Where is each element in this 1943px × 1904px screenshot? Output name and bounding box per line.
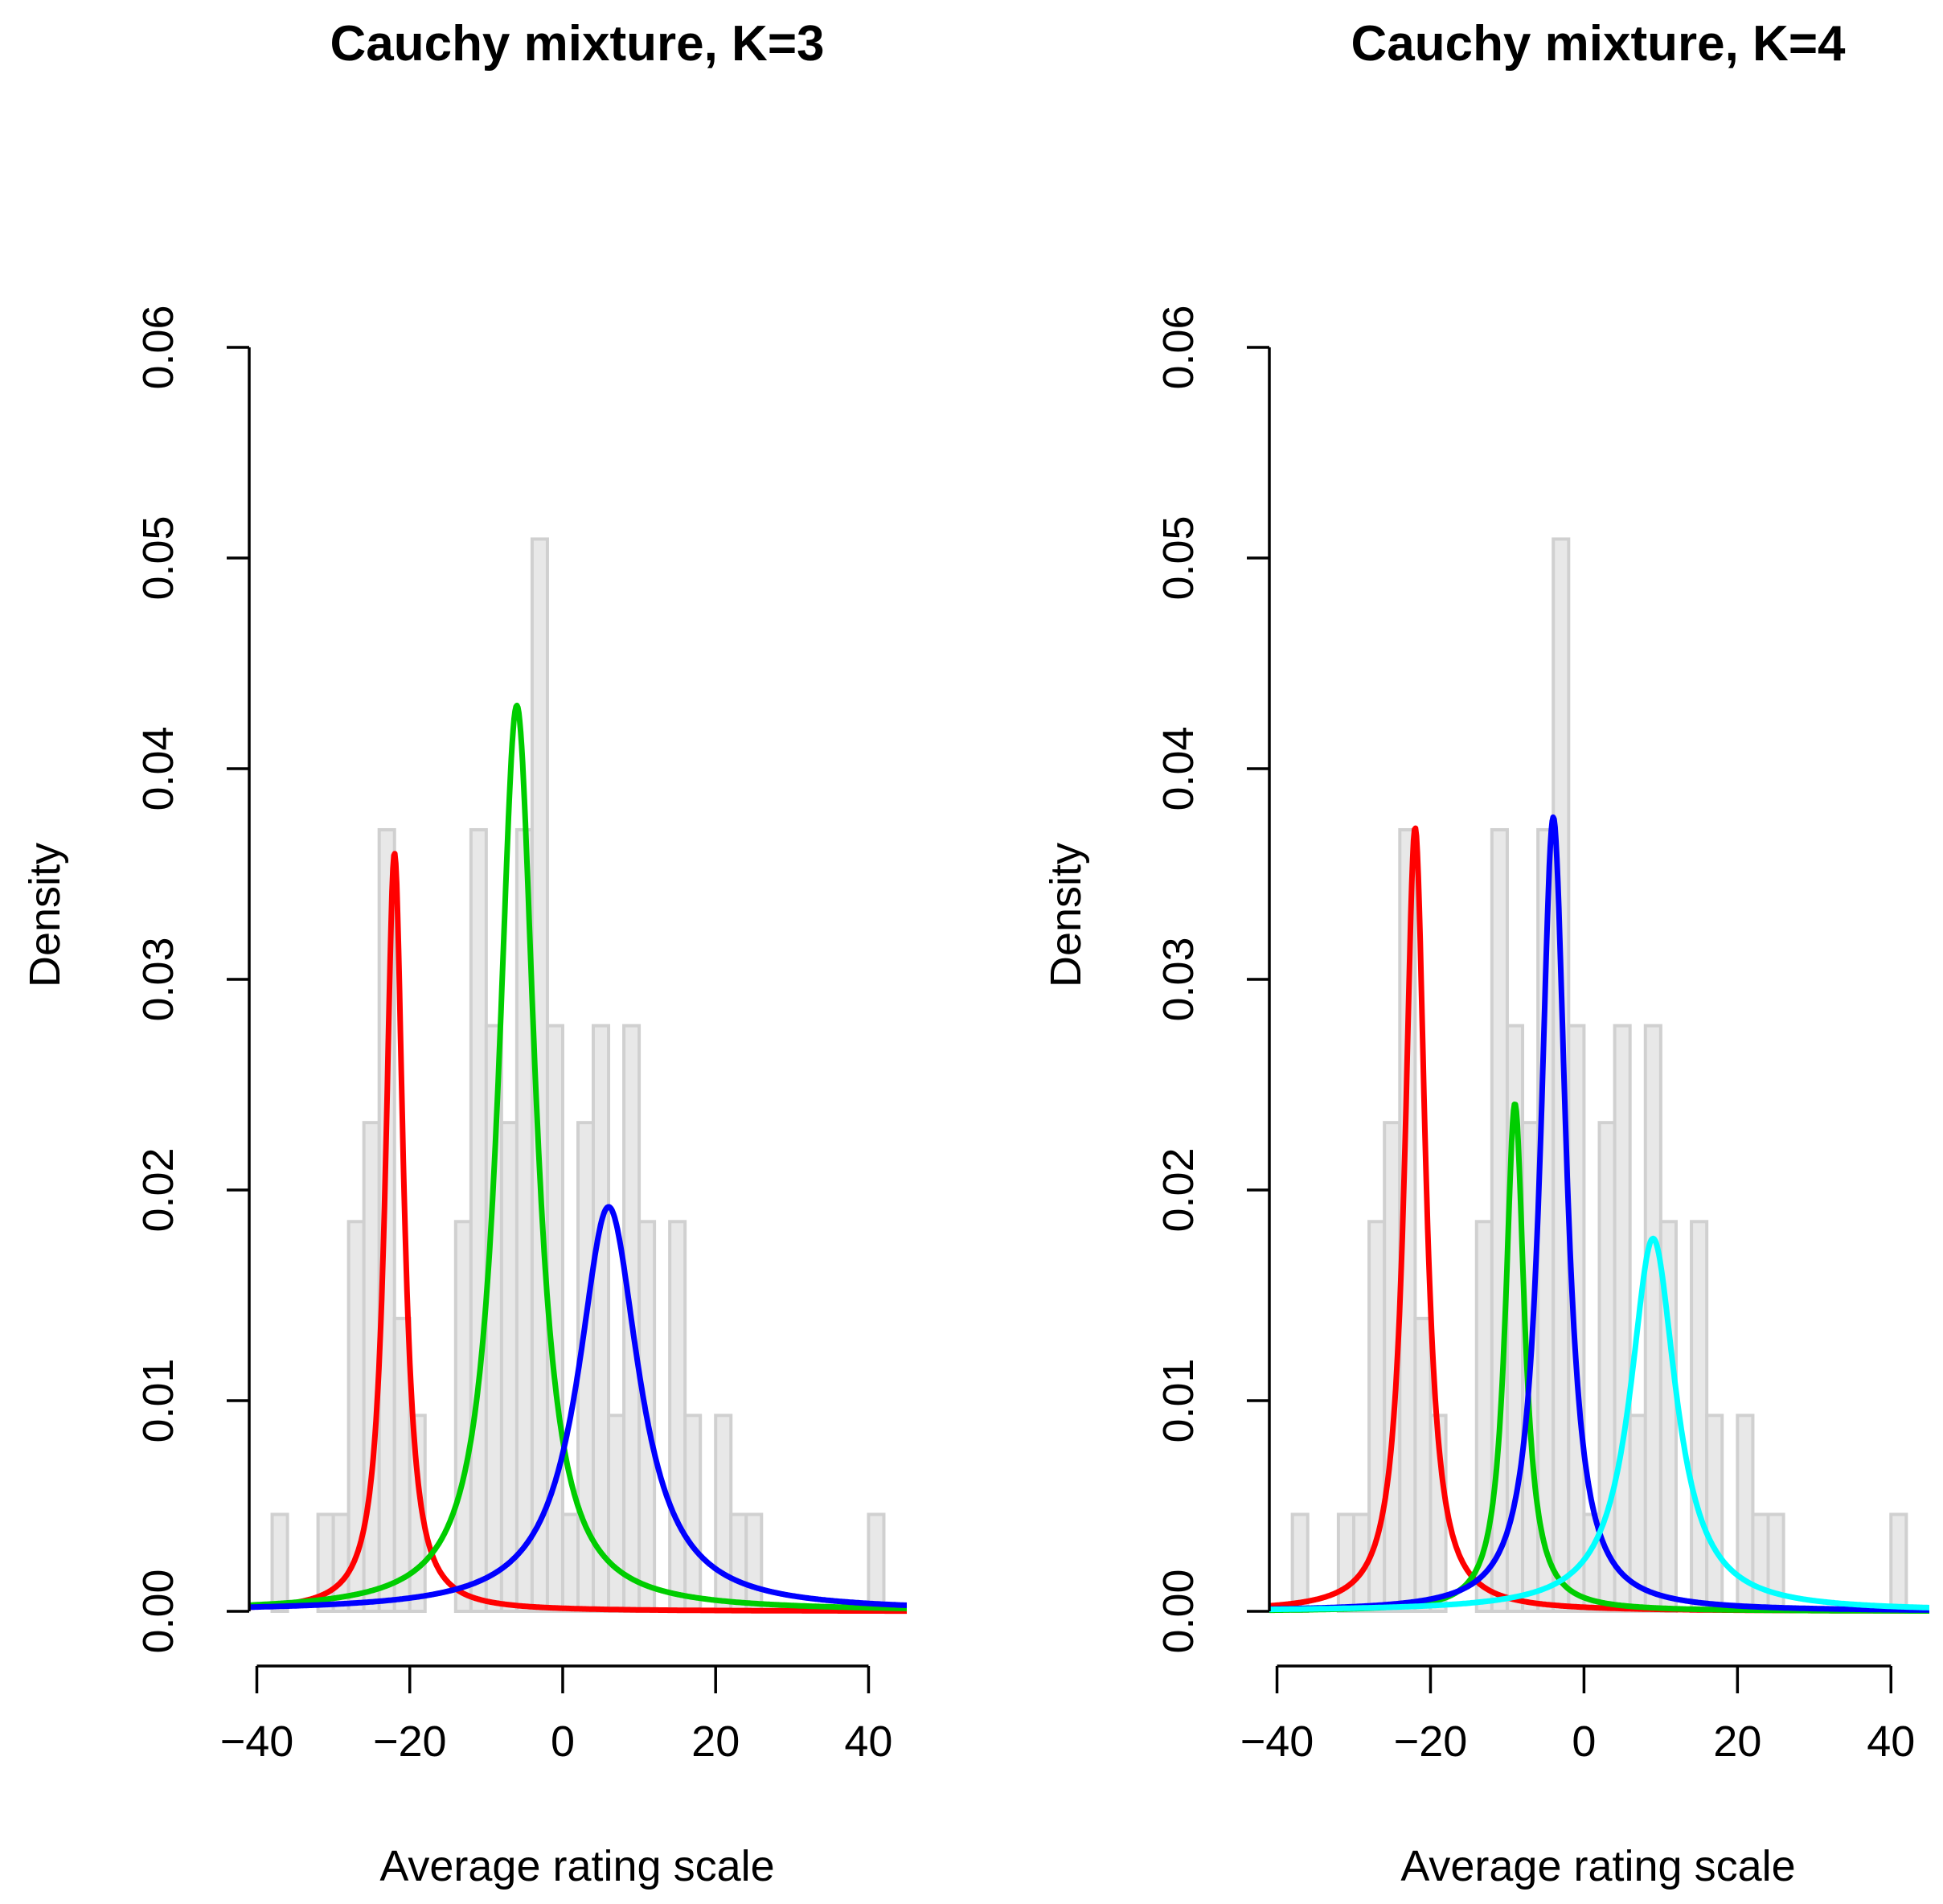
x-tick-label: 0	[1572, 1717, 1596, 1766]
histogram-bar	[744, 1512, 764, 1613]
x-tick-label: 20	[1713, 1717, 1761, 1766]
histogram-bar	[1398, 827, 1417, 1613]
y-tick-label: 0.04	[134, 726, 182, 810]
y-tick-label: 0.06	[134, 305, 182, 389]
density-line-component-4	[1269, 1235, 1929, 1613]
chart-panel-k4: Cauchy mixture, K=4 0.00 0.01 0.02 0.03 0.04…	[1042, 16, 1929, 1890]
x-tick-label: −40	[1240, 1717, 1314, 1766]
histogram	[1290, 537, 1908, 1614]
histogram-bar	[453, 1220, 473, 1614]
histogram-bar	[1690, 1220, 1709, 1614]
density-line-component-3	[249, 1204, 907, 1611]
histogram-bar	[1290, 1512, 1310, 1613]
y-tick-label: 0.01	[1154, 1358, 1203, 1442]
y-tick-label: 0.03	[1154, 937, 1203, 1021]
histogram-bar	[1751, 1512, 1770, 1613]
histogram-bar	[499, 1121, 519, 1614]
density-line-component-1	[249, 851, 907, 1615]
histogram-bar	[683, 1414, 703, 1613]
histogram-bar	[560, 1512, 580, 1613]
histogram-bar	[1336, 1512, 1356, 1613]
y-tick-label: 0.03	[134, 937, 182, 1021]
density-curves	[1269, 814, 1929, 1614]
x-tick-label: 40	[844, 1717, 892, 1766]
y-tick-label: 0.06	[1154, 305, 1203, 389]
x-tick-label: −40	[220, 1717, 294, 1766]
x-axis-label: Average rating scale	[1400, 1842, 1795, 1890]
histogram-bar	[668, 1220, 687, 1614]
histogram-bar	[607, 1414, 626, 1613]
x-axis: −40 −20 0 20 40	[1240, 1664, 1915, 1766]
x-axis: −40 −20 0 20 40	[220, 1664, 892, 1766]
histogram-bar	[867, 1512, 886, 1613]
histogram-bar	[714, 1414, 733, 1613]
histogram-bar	[1613, 1024, 1632, 1613]
x-tick-label: −20	[373, 1717, 447, 1766]
y-axis: 0.00 0.01 0.02 0.03 0.04 0.05 0.06	[134, 305, 251, 1654]
chart-title: Cauchy mixture, K=3	[330, 16, 824, 72]
histogram-bar	[270, 1512, 289, 1613]
y-tick-label: 0.05	[134, 515, 182, 600]
histogram-bar	[1889, 1512, 1908, 1613]
y-axis-label: Density	[21, 843, 69, 987]
x-axis-label: Average rating scale	[379, 1842, 774, 1890]
histogram-bar	[1567, 1024, 1586, 1613]
chart-panel-k3: Cauchy mixture, K=3 0.00 0.01 0.02 0.03 0.04…	[21, 16, 907, 1890]
density-curves	[249, 702, 907, 1615]
x-tick-label: 40	[1867, 1717, 1915, 1766]
y-tick-label: 0.04	[1154, 726, 1203, 810]
histogram-bar	[1705, 1414, 1724, 1613]
histogram-bar	[469, 827, 488, 1613]
y-axis-label: Density	[1042, 843, 1090, 987]
y-tick-label: 0.00	[1154, 1569, 1203, 1653]
y-tick-label: 0.01	[134, 1358, 182, 1442]
histogram-bar	[729, 1512, 748, 1613]
y-tick-label: 0.02	[134, 1147, 182, 1232]
x-tick-label: 20	[691, 1717, 740, 1766]
histogram	[270, 537, 886, 1614]
x-tick-label: 0	[551, 1717, 575, 1766]
y-axis: 0.00 0.01 0.02 0.03 0.04 0.05 0.06	[1154, 305, 1271, 1654]
histogram-bar	[1643, 1024, 1662, 1613]
y-tick-label: 0.00	[134, 1569, 182, 1653]
y-tick-label: 0.05	[1154, 515, 1203, 600]
density-line-component-2	[249, 702, 907, 1611]
y-tick-label: 0.02	[1154, 1147, 1203, 1232]
chart-title: Cauchy mixture, K=4	[1351, 16, 1846, 72]
x-tick-label: −20	[1394, 1717, 1468, 1766]
histogram-bar	[592, 1024, 611, 1613]
histogram-bar	[1413, 1316, 1433, 1613]
